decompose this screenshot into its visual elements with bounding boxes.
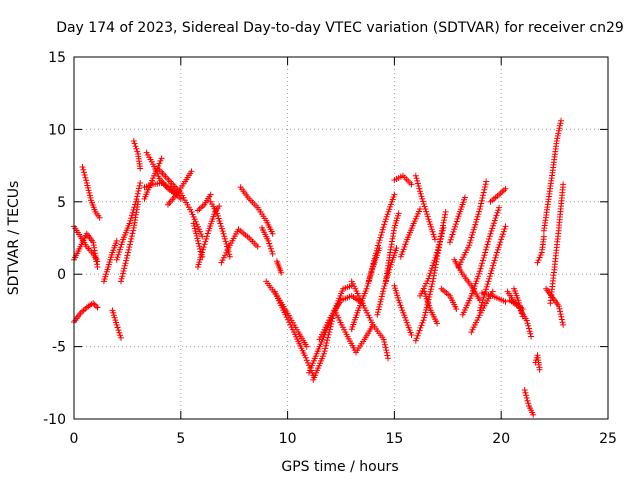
x-tick-label: 15 [385,431,403,447]
data-arc-arc-34 [391,282,415,338]
data-arc-arc-45 [459,204,503,318]
x-tick-label: 10 [279,431,297,447]
x-tick-label: 25 [599,431,617,447]
data-arc-arc-35 [391,172,415,188]
data-arc-arc-06 [109,307,124,341]
data-arc-arc-48 [487,185,509,205]
data-arc-arc-20 [237,184,276,237]
data-arc-arc-44 [455,178,490,270]
data-arc-arc-14 [165,168,195,208]
y-tick-label: 10 [48,122,66,138]
data-arc-arc-04 [79,164,103,221]
data-arc-arc-31 [365,191,398,285]
data-arc-arc-36 [397,206,423,260]
axis-ticks: 0 5 10 15 20 25 -10 -5 0 5 10 15 [43,50,617,447]
y-tick-label: 0 [57,267,66,283]
y-tick-label: -5 [52,340,66,356]
x-axis-label: GPS time / hours [281,459,398,475]
y-tick-label: 15 [48,50,66,66]
data-arc-arc-52 [511,285,526,320]
data-arc-arc-28 [331,307,376,356]
data-arc-arc-08 [118,198,142,285]
data-arc-arc-56 [540,117,564,234]
data-arc-arc-47 [468,288,496,336]
y-axis-label: SDTVAR / TECUs [6,181,22,296]
data-arc-arc-37 [412,172,438,243]
data-arc-arc-13 [156,166,206,240]
data-arc-arc-55 [534,233,547,266]
data-points [71,117,567,418]
data-arc-arc-42 [446,194,468,246]
x-tick-label: 20 [492,431,510,447]
data-arc-arc-49 [479,290,509,305]
data-arc-arc-54 [532,352,543,373]
x-tick-label: 5 [176,431,185,447]
data-arc-arc-24 [273,258,285,276]
data-arc-arc-05 [100,237,120,285]
data-arc-arc-21 [259,224,276,257]
data-arc-arc-40 [421,288,441,327]
data-arc-arc-09 [130,138,144,172]
data-arc-arc-12 [141,180,184,202]
data-arc-arc-07 [113,180,144,263]
data-arc-arc-16 [194,191,214,214]
x-tick-label: 0 [70,431,79,447]
data-arc-arc-53 [521,387,537,418]
data-arc-arc-18 [207,198,233,260]
data-arc-arc-58 [547,181,567,307]
data-arc-arc-33 [382,210,402,285]
chart-title: Day 174 of 2023, Sidereal Day-to-day VTE… [56,20,624,36]
plot-border [73,56,609,420]
data-arc-arc-39 [417,224,447,299]
data-arc-arc-17 [194,203,223,270]
y-tick-label: 5 [57,195,66,211]
data-arc-arc-19 [218,226,261,266]
data-arc-arc-43 [451,256,483,304]
y-tick-label: -10 [43,412,66,428]
data-arc-arc-32 [374,245,400,318]
data-arc-arc-41 [438,285,460,312]
